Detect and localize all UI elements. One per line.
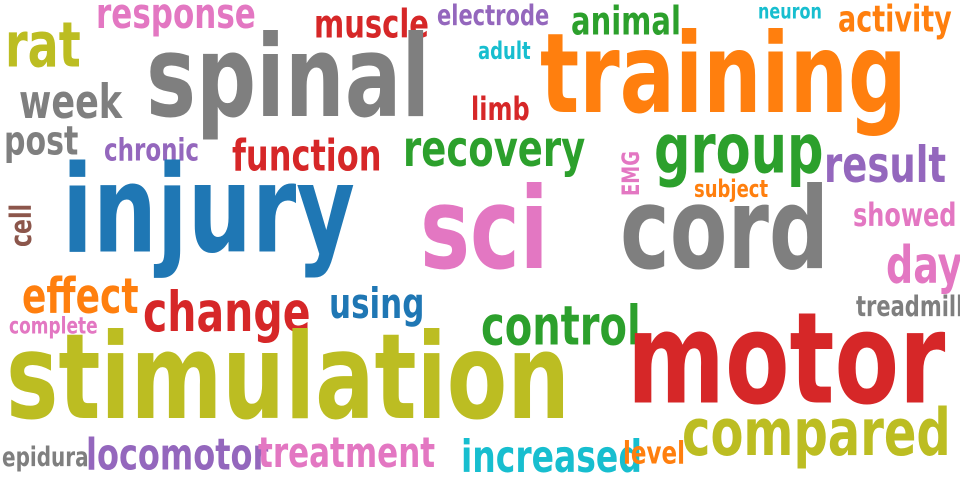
word-level: level	[623, 436, 685, 472]
word-week: week	[19, 75, 123, 130]
word-injury: injury	[62, 139, 355, 281]
word-stimulation: stimulation	[6, 307, 570, 447]
word-training: training	[540, 10, 907, 139]
word-spinal: spinal	[146, 10, 431, 143]
word-group: group	[654, 110, 824, 191]
word-emg: EMG	[617, 151, 646, 196]
word-treadmill: treadmill	[856, 290, 960, 323]
word-limb: limb	[471, 90, 530, 129]
word-increased: increased	[461, 429, 642, 480]
word-electrode: electrode	[437, 0, 550, 32]
word-cord: cord	[620, 162, 830, 295]
word-locomotor: locomotor	[86, 428, 269, 480]
word-adult: adult	[478, 37, 531, 66]
word-result: result	[824, 135, 947, 194]
word-neuron: neuron	[758, 0, 822, 24]
word-treatment: treatment	[258, 428, 436, 478]
word-post: post	[4, 117, 79, 166]
word-control: control	[481, 295, 641, 359]
word-subject: subject	[694, 175, 769, 204]
word-chronic: chronic	[104, 133, 200, 169]
word-recovery: recovery	[403, 119, 586, 178]
word-motor: motor	[627, 286, 946, 434]
word-day: day	[886, 235, 960, 296]
word-activity: activity	[838, 0, 952, 42]
word-cell: cell	[5, 203, 40, 247]
word-response: response	[96, 0, 256, 39]
word-using: using	[329, 279, 425, 329]
word-showed: showed	[853, 196, 957, 235]
word-epidural: epidural	[2, 440, 96, 473]
word-function: function	[232, 129, 382, 182]
word-muscle: muscle	[314, 0, 429, 47]
word-animal: animal	[571, 0, 681, 44]
word-compared: compared	[682, 395, 951, 472]
word-rat: rat	[5, 8, 81, 82]
word-complete: complete	[9, 313, 98, 341]
word-effect: effect	[22, 269, 139, 326]
word-sci: sci	[420, 162, 549, 295]
word-change: change	[143, 279, 311, 345]
